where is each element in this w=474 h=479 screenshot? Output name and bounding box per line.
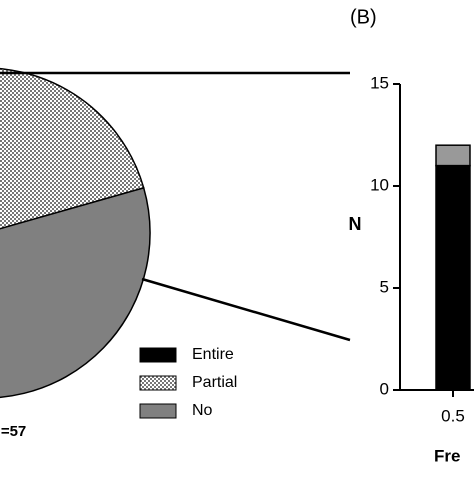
y-tick-label: 5 — [380, 277, 389, 296]
connector-line — [141, 277, 351, 342]
bar-chart: 0 5 10 15 0.5 — [370, 73, 474, 425]
pie-chart — [0, 68, 151, 398]
legend: Entire Partial No — [139, 346, 237, 419]
bar-segment — [435, 144, 471, 167]
legend-label: Partial — [192, 374, 237, 391]
y-tick-label: 10 — [370, 175, 389, 194]
legend-label: Entire — [192, 346, 234, 363]
y-tick-label: 15 — [370, 73, 389, 92]
bar-segment — [435, 164, 471, 391]
sample-size: N=57 — [0, 423, 26, 440]
legend-swatch — [139, 375, 177, 391]
x-axis-label: Fre — [434, 446, 460, 465]
y-tick-label: 0 — [380, 379, 389, 398]
legend-label: No — [192, 402, 213, 419]
x-tick-label: 0.5 — [441, 406, 465, 425]
pie-slice — [0, 68, 145, 230]
panel-label: (B) — [350, 6, 377, 28]
legend-swatch — [139, 403, 177, 419]
pie-slice — [0, 186, 151, 398]
legend-swatch — [139, 347, 177, 363]
y-axis-label: N — [349, 214, 362, 234]
